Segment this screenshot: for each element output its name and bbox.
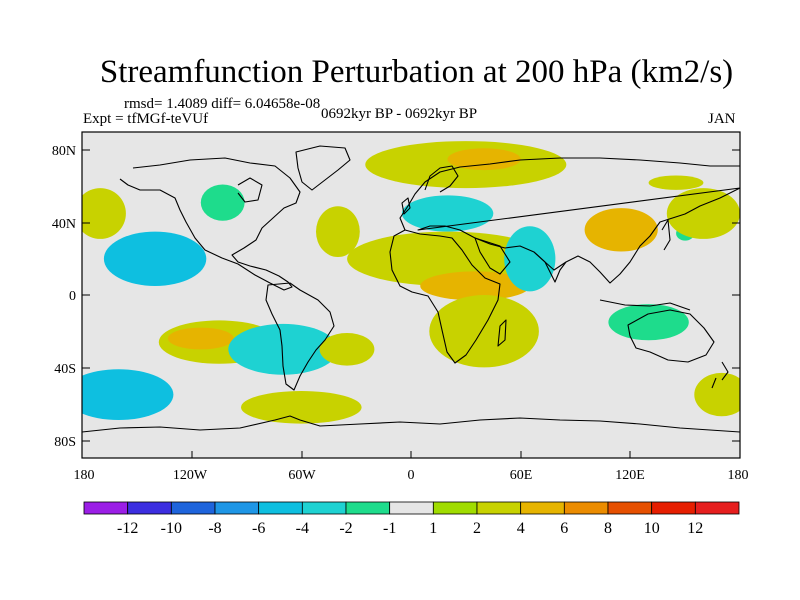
colorbar-swatch <box>345 501 391 515</box>
colorbar-swatch <box>258 501 303 515</box>
negative-anomaly-region <box>82 132 293 172</box>
coastline-australia <box>627 309 715 363</box>
colorbar-label: 2 <box>473 520 481 537</box>
colorbar-swatch <box>476 501 522 515</box>
coastline-madagascar <box>497 319 507 347</box>
lon-tick-label: 180 <box>74 468 95 483</box>
colorbar-swatch <box>607 501 653 515</box>
coastline-eurasia <box>399 157 740 284</box>
lon-tick-label: 120E <box>615 468 645 483</box>
lon-tick-label: 120W <box>173 468 208 483</box>
coastline-scandinavia <box>424 165 459 193</box>
coastline-hudson-bay <box>237 177 263 203</box>
month-label: JAN <box>708 111 736 127</box>
lat-tick-label: 80N <box>52 144 76 159</box>
coastline-japan <box>661 219 671 251</box>
colorbar-swatch <box>432 501 478 515</box>
colorbar-swatch <box>651 501 696 515</box>
coastline-british-isles <box>401 197 411 215</box>
colorbar-label: 10 <box>644 520 660 537</box>
colorbar-label: -10 <box>161 520 182 537</box>
colorbar-label: -2 <box>339 520 352 537</box>
map-background <box>82 132 740 458</box>
coastline-north-america <box>119 157 301 291</box>
coastline-arabia <box>474 237 511 275</box>
positive-anomaly-region <box>319 333 375 366</box>
positive-anomaly-region <box>648 175 704 190</box>
positive-anomaly-region <box>429 295 539 368</box>
colorbar-swatch <box>301 501 347 515</box>
negative-anomaly-region <box>200 184 245 221</box>
colorbar-label: 6 <box>560 520 568 537</box>
contour-fill-layer <box>82 132 740 424</box>
map-panel <box>81 131 741 459</box>
colorbar-swatch <box>694 501 740 515</box>
positive-anomaly-region <box>584 208 658 252</box>
coastline-layer <box>82 145 740 433</box>
longitude-axis: 180 120W 60W 0 60E 120E 180 <box>74 468 749 483</box>
negative-anomaly-region <box>103 231 207 286</box>
lat-tick-label: 40S <box>54 362 76 377</box>
positive-anomaly-region <box>167 327 234 350</box>
lat-tick-label: 80S <box>54 435 76 450</box>
colorbar-swatch <box>214 501 260 515</box>
positive-anomaly-region <box>447 148 521 171</box>
colorbar-swatch <box>520 501 565 515</box>
positive-anomaly-region <box>316 206 360 257</box>
lon-tick-label: 60W <box>288 468 316 483</box>
lat-tick-label: 0 <box>69 289 76 304</box>
positive-anomaly-region <box>240 391 362 424</box>
colorbar-swatch <box>389 501 434 515</box>
experiment-label: Expt = tfMGf-teVUf <box>83 111 209 127</box>
colorbar: -12 -10 -8 -6 -4 -2 -1 1 2 4 6 8 10 12 <box>83 501 740 537</box>
tick-marks <box>81 149 741 458</box>
negative-anomaly-region <box>504 226 556 292</box>
colorbar-label: -12 <box>117 520 138 537</box>
lon-tick-label: 180 <box>728 468 749 483</box>
coastline-new-zealand <box>711 361 729 389</box>
colorbar-swatch <box>83 501 129 515</box>
colorbar-swatch <box>563 501 609 515</box>
negative-anomaly-region <box>608 304 689 341</box>
lat-tick-label: 40N <box>52 217 76 232</box>
negative-anomaly-region <box>401 195 494 232</box>
coastline-antarctica <box>82 415 740 433</box>
colorbar-label: 12 <box>687 520 703 537</box>
colorbar-swatch <box>170 501 216 515</box>
coastline-africa <box>389 229 501 364</box>
coastline-india <box>533 251 567 283</box>
period-label: 0692kyr BP - 0692kyr BP <box>321 106 478 122</box>
lon-tick-label: 0 <box>408 468 415 483</box>
colorbar-label: -4 <box>296 520 309 537</box>
coastline-indonesia <box>599 299 691 311</box>
negative-anomaly-region <box>228 323 338 375</box>
plot-title: Streamfunction Perturbation at 200 hPa (… <box>99 54 734 90</box>
positive-anomaly-region <box>666 188 740 239</box>
colorbar-label: 1 <box>429 520 437 537</box>
colorbar-label: -1 <box>383 520 396 537</box>
negative-anomaly-region <box>82 369 174 420</box>
lon-tick-label: 60E <box>510 468 533 483</box>
colorbar-label: 4 <box>517 520 525 537</box>
positive-anomaly-region <box>694 372 740 417</box>
positive-anomaly-region <box>420 271 530 301</box>
colorbar-swatch <box>127 501 172 515</box>
coastline-south-america <box>265 282 335 391</box>
colorbar-label: -8 <box>208 520 221 537</box>
coastline-greenland <box>295 145 351 191</box>
positive-anomaly-region <box>82 188 126 239</box>
colorbar-label: 8 <box>604 520 612 537</box>
colorbar-label: -6 <box>252 520 265 537</box>
rmsd-diff-text: rmsd= 1.4089 diff= 6.04658e-08 <box>124 96 321 112</box>
latitude-axis: 80N 40N 0 40S 80S <box>52 144 76 450</box>
